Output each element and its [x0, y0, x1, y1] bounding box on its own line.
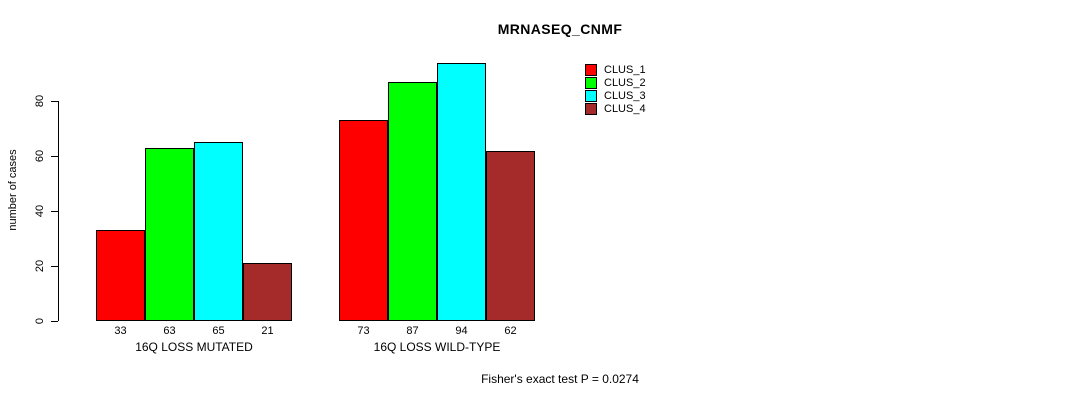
y-axis-line — [58, 101, 59, 321]
legend-swatch-clus_3 — [585, 90, 597, 102]
group-label: 16Q LOSS WILD-TYPE — [373, 340, 501, 354]
legend-item-label: CLUS_1 — [604, 64, 646, 76]
legend-item-clus_2: CLUS_2 — [585, 77, 646, 89]
y-tick-label: 80 — [34, 94, 46, 108]
legend-item-label: CLUS_2 — [604, 77, 646, 89]
chart-title: MRNASEQ_CNMF — [497, 21, 623, 37]
legend-swatch-clus_1 — [585, 64, 597, 76]
bar-value-label: 73 — [357, 325, 370, 337]
bar-clus_2-group1 — [145, 147, 194, 321]
bar-clus_1-group2 — [339, 120, 388, 321]
y-tick — [51, 156, 58, 157]
stat-annotation: Fisher's exact test P = 0.0274 — [481, 372, 639, 386]
bar-value-label: 33 — [114, 325, 127, 337]
legend-item-label: CLUS_3 — [604, 90, 646, 102]
bar-clus_3-group2 — [437, 62, 486, 321]
y-tick-label: 0 — [34, 317, 46, 325]
y-tick — [51, 321, 58, 322]
legend-item-label: CLUS_4 — [604, 103, 646, 115]
y-tick — [51, 211, 58, 212]
bar-clus_4-group2 — [486, 150, 535, 321]
legend-item-clus_4: CLUS_4 — [585, 103, 646, 115]
bar-value-label: 94 — [455, 325, 468, 337]
y-tick-label: 20 — [34, 259, 46, 273]
y-tick-label: 40 — [34, 204, 46, 218]
bar-value-label: 62 — [504, 325, 517, 337]
bar-value-label: 21 — [261, 325, 274, 337]
legend-item-clus_3: CLUS_3 — [585, 90, 646, 102]
bar-value-label: 63 — [163, 325, 176, 337]
legend-swatch-clus_4 — [585, 103, 597, 115]
legend-item-clus_1: CLUS_1 — [585, 64, 646, 76]
bar-value-label: 87 — [406, 325, 419, 337]
y-tick-label: 60 — [34, 149, 46, 163]
legend: CLUS_1 CLUS_2 CLUS_3 CLUS_4 — [585, 64, 646, 115]
bar-clus_1-group1 — [96, 230, 145, 321]
y-tick — [51, 266, 58, 267]
legend-swatch-clus_2 — [585, 77, 597, 89]
bar-clus_3-group1 — [194, 142, 243, 321]
group-label: 16Q LOSS MUTATED — [135, 340, 253, 354]
y-tick — [51, 101, 58, 102]
bar-clus_2-group2 — [388, 81, 437, 321]
bar-clus_4-group1 — [243, 263, 292, 321]
bar-value-label: 65 — [212, 325, 225, 337]
